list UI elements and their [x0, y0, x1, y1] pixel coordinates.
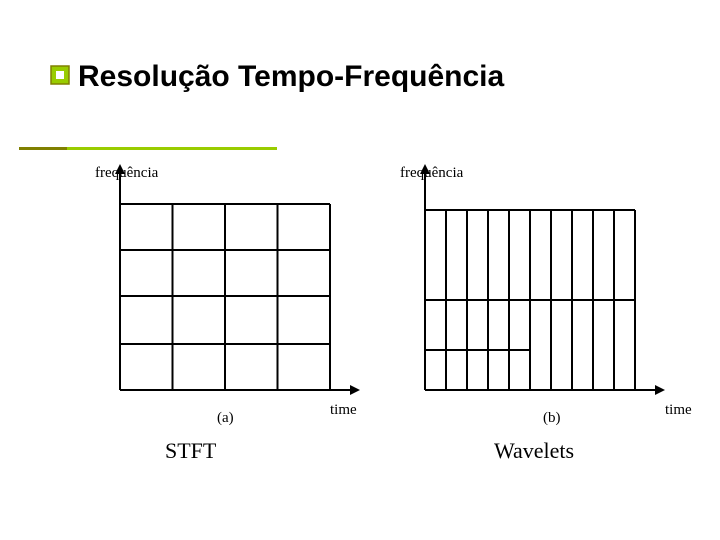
- wavelets-caption-name: Wavelets: [494, 438, 574, 464]
- title-block: Resolução Tempo-Frequência: [50, 60, 504, 94]
- wavelets-x-axis-label: time: [665, 402, 692, 419]
- wavelets-caption-letter: (b): [543, 410, 561, 427]
- stft-x-axis-label: time: [330, 402, 357, 419]
- stft-grid: [114, 164, 360, 396]
- slide-title: Resolução Tempo-Frequência: [78, 60, 504, 93]
- wavelets-grid: [419, 164, 665, 396]
- stft-caption-letter: (a): [217, 410, 234, 427]
- stft-caption-name: STFT: [165, 438, 216, 464]
- bullet-square-icon: [50, 65, 70, 90]
- slide: Resolução Tempo-Frequência frequência ti…: [0, 0, 720, 540]
- underline-right: [67, 147, 277, 150]
- underline-left: [19, 147, 67, 150]
